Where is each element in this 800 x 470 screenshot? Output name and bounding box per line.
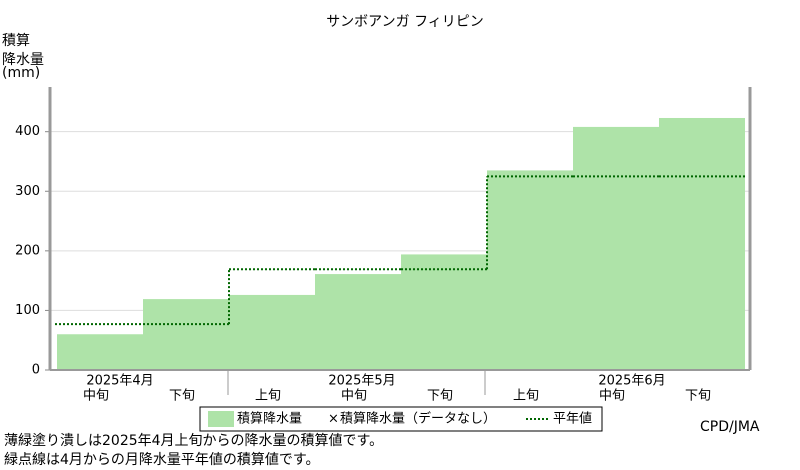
month-label: 2025年4月 [86, 374, 153, 389]
note: 薄緑塗り潰しは2025年4月上旬からの降水量の積算値です。 [4, 432, 383, 449]
bar [487, 170, 573, 370]
y-tick-label: 300 [15, 184, 40, 199]
y-axis-label: 積算 [2, 33, 30, 49]
legend-label: 積算降水量（データなし） [340, 411, 496, 427]
bar [315, 274, 401, 370]
bar [659, 117, 745, 371]
y-tick-label: 0 [32, 363, 40, 378]
month-label: 2025年6月 [598, 374, 665, 389]
y-tick-label: 100 [15, 303, 40, 318]
source: CPD/JMA [700, 419, 760, 435]
x-tick-label: 中旬 [599, 389, 625, 404]
bar [573, 126, 659, 370]
x-tick-label: 下旬 [427, 389, 453, 404]
bar [57, 334, 143, 370]
bar [229, 294, 315, 370]
x-tick-label: 上旬 [255, 389, 281, 404]
legend-label: 積算降水量 [237, 412, 302, 427]
y-axis-label: 降水量 [2, 52, 44, 68]
month-label: 2025年5月 [328, 374, 395, 389]
legend-label: 平年値 [553, 411, 592, 427]
chart-title: サンボアンガ フィリピン [326, 14, 484, 30]
x-tick-label: 上旬 [513, 389, 539, 404]
bar [143, 299, 229, 370]
x-tick-label: 中旬 [341, 389, 367, 404]
note: 緑点線は4月からの月降水量平年値の積算値です。 [4, 452, 320, 468]
x-tick-label: 中旬 [83, 389, 109, 404]
y-axis-label: (mm) [2, 65, 40, 81]
x-tick-label: 下旬 [685, 389, 711, 404]
legend-marker: × [328, 412, 339, 427]
bar [401, 254, 487, 370]
legend-swatch [208, 411, 234, 427]
y-tick-label: 200 [15, 243, 40, 258]
y-tick-label: 400 [15, 124, 40, 139]
x-tick-label: 下旬 [169, 389, 195, 404]
